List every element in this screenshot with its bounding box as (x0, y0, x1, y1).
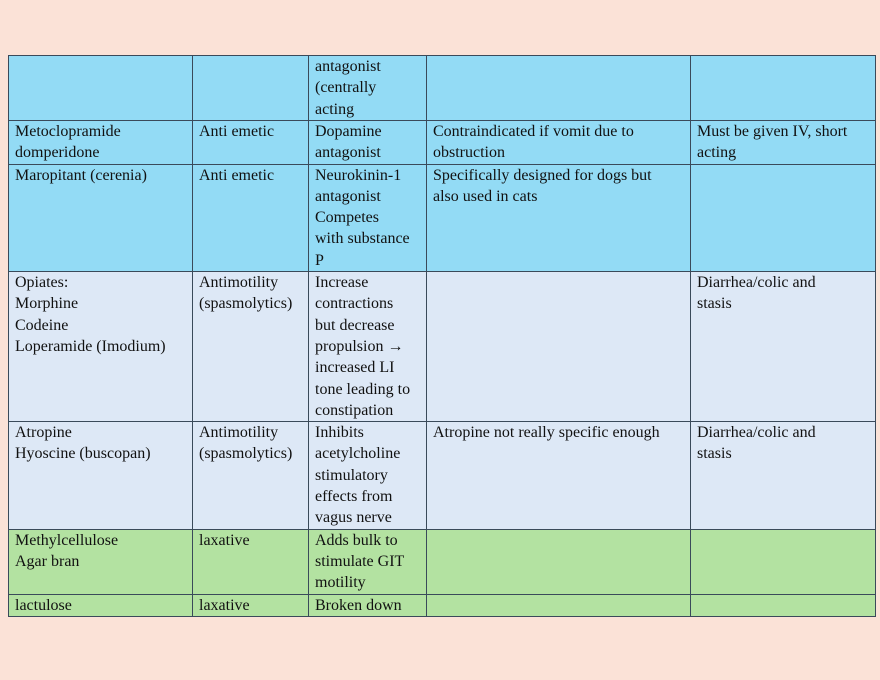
cell-class: laxative (192, 528, 309, 595)
cell-notes (426, 593, 691, 617)
cell-mechanism: Dopamine antagonist (308, 120, 427, 165)
cell-mechanism: Broken down (308, 593, 427, 617)
table-row: Atropine Hyoscine (buscopan) Antimotility… (8, 421, 876, 530)
cell-drug (8, 55, 193, 121)
cell-notes (426, 55, 691, 121)
table-row: Maropitant (cerenia) Anti emetic Neurokini… (8, 163, 876, 273)
cell-notes (426, 271, 691, 423)
drug-table: antagonist (centrally acting Metocloprami… (8, 55, 876, 617)
cell-drug: Maropitant (cerenia) (8, 163, 193, 273)
cell-use (690, 593, 876, 617)
cell-class (192, 55, 309, 121)
cell-class: laxative (192, 593, 309, 617)
cell-mechanism: Neurokinin-1 antagonist Competes with su… (308, 163, 427, 273)
cell-use: Diarrhea/colic and stasis (690, 421, 876, 530)
cell-drug: Atropine Hyoscine (buscopan) (8, 421, 193, 530)
cell-use: Diarrhea/colic and stasis (690, 271, 876, 423)
cell-mechanism: antagonist (centrally acting (308, 55, 427, 121)
cell-drug: lactulose (8, 593, 193, 617)
cell-notes (426, 528, 691, 595)
cell-mechanism: Adds bulk to stimulate GIT motility (308, 528, 427, 595)
cell-drug: Metoclopramide domperidone (8, 120, 193, 165)
cell-use (690, 55, 876, 121)
cell-drug: Opiates: Morphine Codeine Loperamide (Im… (8, 271, 193, 423)
table-row: Opiates: Morphine Codeine Loperamide (Im… (8, 271, 876, 423)
cell-class: Anti emetic (192, 163, 309, 273)
table-row: lactulose laxative Broken down (8, 593, 876, 617)
cell-mechanism: Increase contractions but decrease propu… (308, 271, 427, 423)
cell-mechanism: Inhibits acetylcholine stimulatory effec… (308, 421, 427, 530)
table-row: Metoclopramide domperidone Anti emetic Dop… (8, 120, 876, 165)
cell-notes: Atropine not really specific enough (426, 421, 691, 530)
cell-drug: Methylcellulose Agar bran (8, 528, 193, 595)
cell-use: Must be given IV, short acting (690, 120, 876, 165)
cell-class: Antimotility (spasmolytics) (192, 271, 309, 423)
cell-class: Anti emetic (192, 120, 309, 165)
table-row: antagonist (centrally acting (8, 55, 876, 121)
cell-notes: Contraindicated if vomit due to obstruct… (426, 120, 691, 165)
cell-class: Antimotility (spasmolytics) (192, 421, 309, 530)
cell-notes: Specifically designed for dogs but also … (426, 163, 691, 273)
cell-use (690, 528, 876, 595)
table-row: Methylcellulose Agar bran laxative Adds bu… (8, 528, 876, 595)
cell-use (690, 163, 876, 273)
